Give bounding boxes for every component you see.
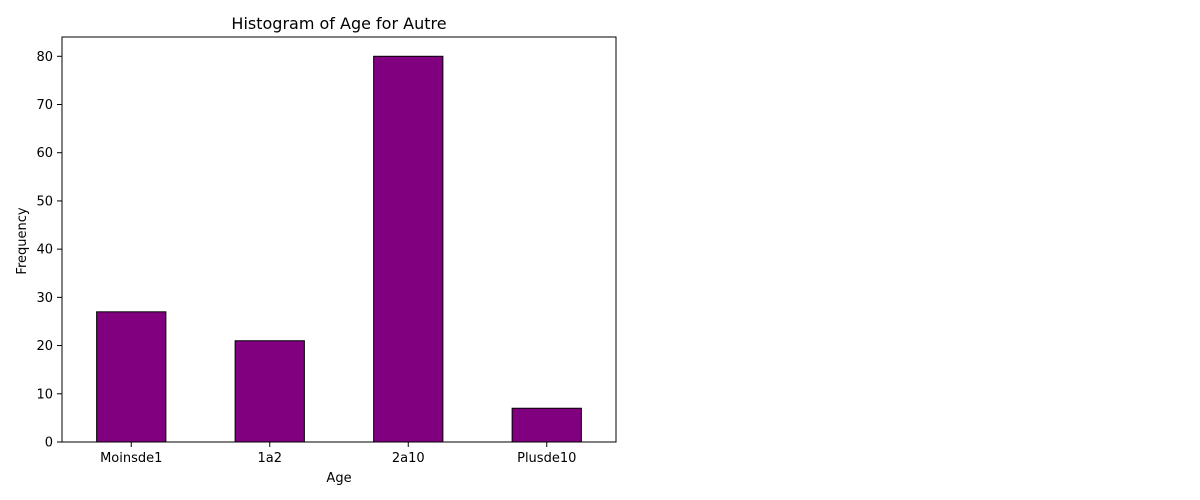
y-tick-label: 20 (36, 339, 53, 354)
y-tick-label: 70 (36, 98, 53, 113)
x-tick-label: Plusde10 (517, 451, 576, 466)
bar-2a10 (373, 55, 444, 443)
y-tick-label: 0 (45, 436, 53, 451)
y-tick-label: 40 (36, 243, 53, 258)
bar-Moinsde1 (96, 311, 167, 443)
bar-Plusde10 (511, 407, 582, 443)
y-tick-label: 80 (36, 50, 53, 65)
chart-title: Histogram of Age for Autre (231, 14, 446, 33)
x-tick-label: 1a2 (257, 451, 282, 466)
y-axis-label: Frequency (15, 207, 30, 274)
x-tick-label: Moinsde1 (100, 451, 162, 466)
y-tick-label: 10 (36, 387, 53, 402)
y-tick-label: 30 (36, 291, 53, 306)
x-axis-label: Age (326, 471, 351, 486)
x-tick-label: 2a10 (392, 451, 425, 466)
y-tick-label: 50 (36, 194, 53, 209)
bar-1a2 (234, 340, 305, 443)
axes-frame (61, 36, 617, 443)
y-tick-label: 60 (36, 146, 53, 161)
plot-area: Moinsde1 1a2 2a10 Plusde10 0 10 20 30 40 50 60 70 80 (36, 36, 617, 466)
